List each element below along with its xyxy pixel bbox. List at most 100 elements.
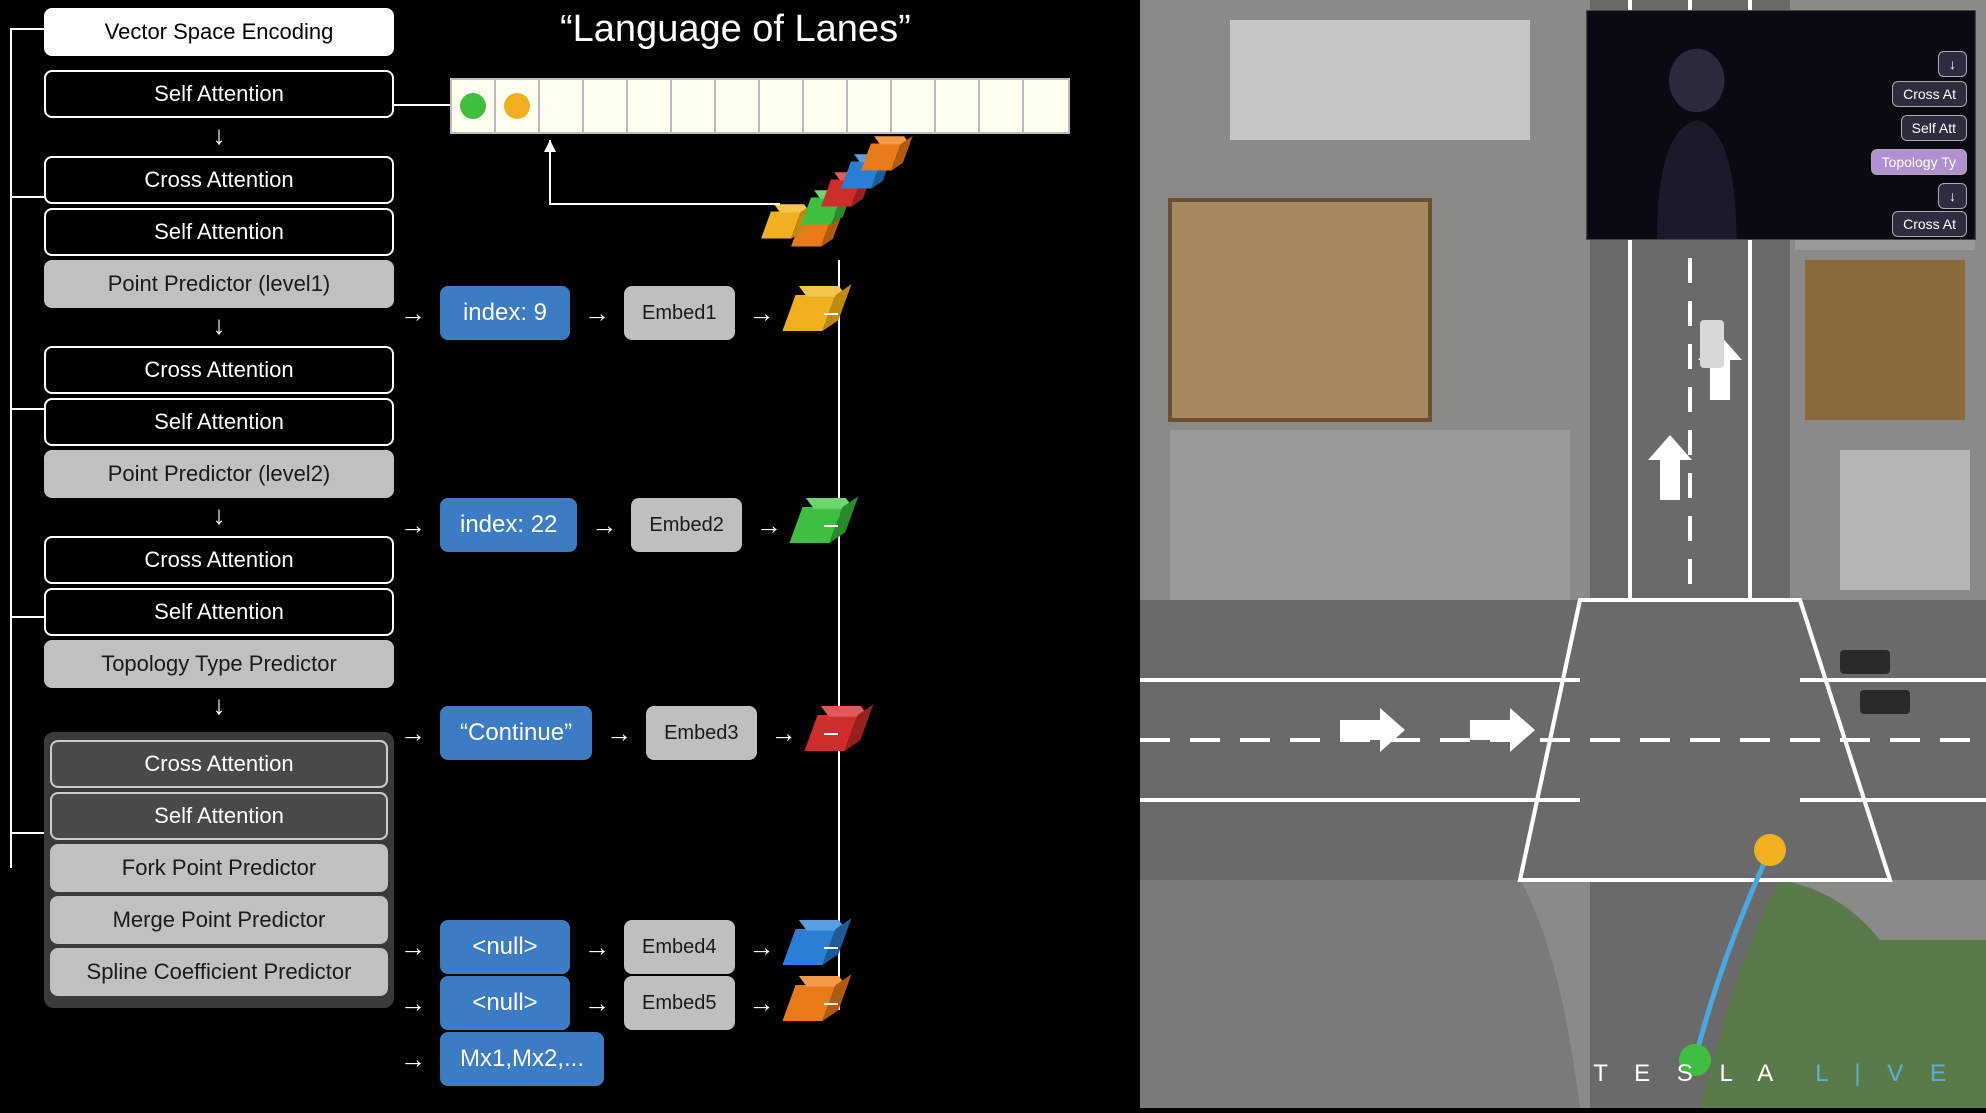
picture-in-picture: ↓ Cross At Self Att Topology Ty ↓ Cross … xyxy=(1586,10,1976,240)
cross-attention-box: Cross Attention xyxy=(50,740,388,788)
point-predictor-level2-box: Point Predictor (level2) xyxy=(44,450,394,498)
arrow-right-icon: → xyxy=(756,510,782,541)
token-cell xyxy=(980,80,1024,132)
arrow-right-icon: → xyxy=(749,932,775,963)
self-attention-box: Self Attention xyxy=(44,208,394,256)
connector-line xyxy=(824,733,838,735)
self-attention-box: Self Attention xyxy=(44,398,394,446)
cross-attention-box: Cross Attention xyxy=(44,536,394,584)
arrow-right-icon: → xyxy=(400,298,426,329)
connector-line xyxy=(824,947,838,949)
token-cell xyxy=(540,80,584,132)
pip-cross-attn-box: Cross At xyxy=(1892,211,1967,237)
topology-value-box: “Continue” xyxy=(440,706,592,760)
arrow-right-icon: → xyxy=(591,510,617,541)
token-cell xyxy=(760,80,804,132)
yellow-dot-icon xyxy=(504,93,530,119)
feedback-bus xyxy=(10,28,12,868)
merge-value-box: <null> xyxy=(440,976,570,1030)
token-cell xyxy=(496,80,540,132)
token-cell xyxy=(1024,80,1068,132)
embed-box: Embed4 xyxy=(624,920,735,974)
embed-box: Embed1 xyxy=(624,286,735,340)
spline-value-box: Mx1,Mx2,... xyxy=(440,1032,604,1086)
token-cell xyxy=(936,80,980,132)
arrow-right-icon: → xyxy=(400,932,426,963)
point-predictor-level1-box: Point Predictor (level1) xyxy=(44,260,394,308)
arrow-right-icon: → xyxy=(606,718,632,749)
pip-label-box: ↓ xyxy=(1938,183,1967,209)
vector-space-encoding-box: Vector Space Encoding xyxy=(44,8,394,56)
arrow-right-icon: → xyxy=(749,988,775,1019)
pip-topology-box: Topology Ty xyxy=(1871,149,1967,175)
arrow-right-icon: → xyxy=(584,988,610,1019)
arrow-right-icon: → xyxy=(584,298,610,329)
pip-self-attn-box: Self Att xyxy=(1901,115,1967,141)
output-row-6: → Mx1,Mx2,... xyxy=(400,1032,604,1086)
arrow-right-icon: → xyxy=(400,1044,426,1075)
token-strip xyxy=(450,78,1070,134)
output-row-2: → index: 22 → Embed2 → xyxy=(400,498,836,552)
token-cell xyxy=(628,80,672,132)
cross-attention-box: Cross Attention xyxy=(44,156,394,204)
arrow-right-icon: → xyxy=(771,718,797,749)
output-row-3: → “Continue” → Embed3 → xyxy=(400,706,851,760)
bus-branch xyxy=(10,832,44,834)
index-value-box: index: 9 xyxy=(440,286,570,340)
flow-column: Vector Space Encoding Self Attention ↓ C… xyxy=(44,8,394,1008)
collector-line xyxy=(838,260,840,1010)
aerial-panel: ↓ Cross At Self Att Topology Ty ↓ Cross … xyxy=(1140,0,1986,1108)
connector-line xyxy=(824,1003,838,1005)
token-cell xyxy=(892,80,936,132)
index-value-box: index: 22 xyxy=(440,498,577,552)
arrow-down-icon: ↓ xyxy=(44,312,394,346)
arrow-right-icon: → xyxy=(400,988,426,1019)
arrow-down-icon: ↓ xyxy=(44,122,394,156)
bus-branch xyxy=(10,616,44,618)
cross-attention-box: Cross Attention xyxy=(44,346,394,394)
cube-orange-icon xyxy=(861,144,901,171)
tesla-live-logo: T E S L A L | V E xyxy=(1593,1060,1956,1088)
arrow-down-icon: ↓ xyxy=(44,502,394,536)
spline-coefficient-predictor-box: Spline Coefficient Predictor xyxy=(50,948,388,996)
output-row-1: → index: 9 → Embed1 → xyxy=(400,286,845,340)
token-cell xyxy=(848,80,892,132)
token-cell xyxy=(672,80,716,132)
connector-line xyxy=(824,313,838,315)
merge-point-predictor-box: Merge Point Predictor xyxy=(50,896,388,944)
live-badge: L | V E xyxy=(1815,1060,1956,1087)
token-cell xyxy=(804,80,848,132)
token-cell xyxy=(584,80,628,132)
stack-to-strip-arrow xyxy=(530,134,810,214)
fork-value-box: <null> xyxy=(440,920,570,974)
pip-label-box: ↓ xyxy=(1938,51,1967,77)
self-attention-box: Self Attention xyxy=(44,70,394,118)
highlighted-group: Cross Attention Self Attention Fork Poin… xyxy=(44,732,394,1008)
arrow-right-icon: → xyxy=(749,298,775,329)
cube-yellow-icon xyxy=(761,212,801,239)
green-dot-icon xyxy=(460,93,486,119)
bus-branch xyxy=(10,28,44,30)
arrow-right-icon: → xyxy=(400,510,426,541)
arrow-right-icon: → xyxy=(584,932,610,963)
bus-branch xyxy=(10,408,44,410)
output-row-4: → <null> → Embed4 → xyxy=(400,920,829,974)
arrow-down-icon: ↓ xyxy=(44,692,394,726)
arrow-right-icon: → xyxy=(400,718,426,749)
connector-line xyxy=(824,525,838,527)
token-cell xyxy=(452,80,496,132)
embed-box: Embed3 xyxy=(646,706,757,760)
tesla-wordmark: T E S L A xyxy=(1593,1060,1782,1087)
pip-cross-attn-box: Cross At xyxy=(1892,81,1967,107)
embed-box: Embed2 xyxy=(631,498,742,552)
output-row-5: → <null> → Embed5 → xyxy=(400,976,829,1030)
embed-box: Embed5 xyxy=(624,976,735,1030)
token-cell xyxy=(716,80,760,132)
self-attention-box: Self Attention xyxy=(44,588,394,636)
topology-type-predictor-box: Topology Type Predictor xyxy=(44,640,394,688)
connector-line xyxy=(394,104,450,106)
bus-branch xyxy=(10,196,44,198)
self-attention-box: Self Attention xyxy=(50,792,388,840)
fork-point-predictor-box: Fork Point Predictor xyxy=(50,844,388,892)
diagram-panel: “Language of Lanes” Vector Space Encodin… xyxy=(0,0,1140,1108)
